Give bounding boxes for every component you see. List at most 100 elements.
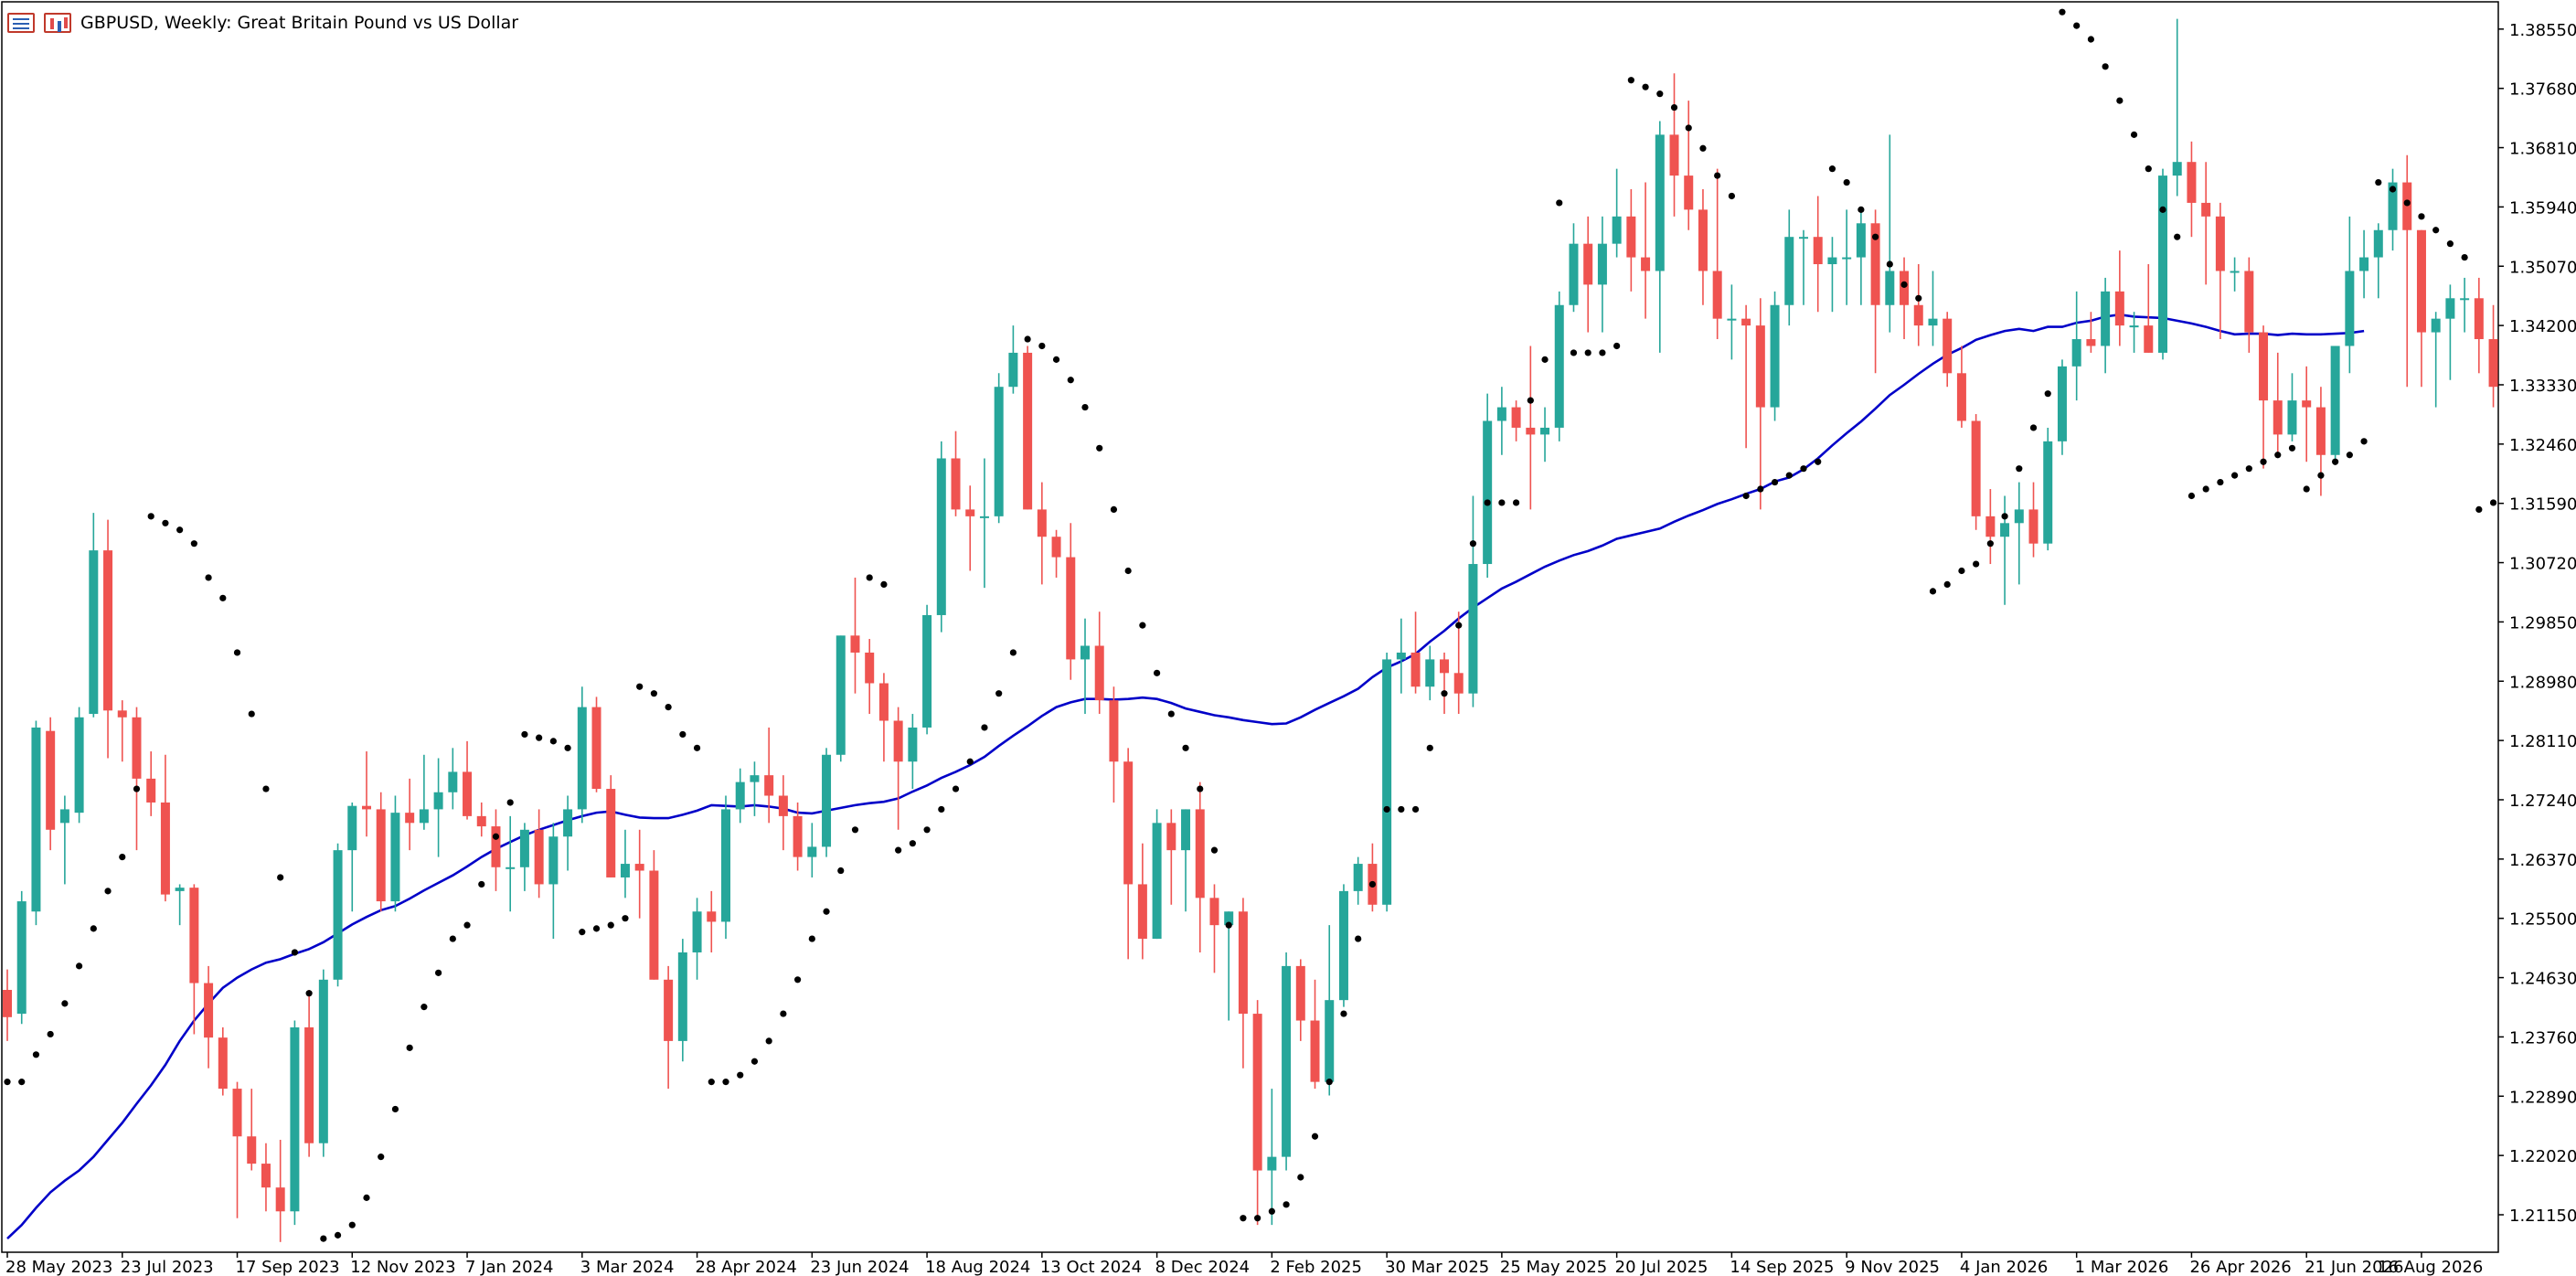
candle [1626, 189, 1636, 292]
candle [2488, 304, 2498, 408]
candle [1511, 400, 1521, 441]
candle-body [1985, 516, 1996, 537]
candle-body [778, 795, 788, 816]
candle [2373, 223, 2383, 299]
candle-body [591, 707, 601, 790]
sar-dot [808, 935, 815, 942]
candle [965, 485, 975, 571]
candle-body [405, 813, 415, 824]
sar-dot [1469, 540, 1477, 548]
sar-dot [1240, 1215, 1247, 1222]
candle-body [318, 979, 328, 1143]
candle [1410, 611, 1421, 694]
candle [318, 969, 328, 1157]
sar-dot [162, 519, 169, 526]
candle-body [1066, 557, 1076, 660]
sar-dot [1728, 192, 1735, 200]
candle-body [1741, 318, 1751, 326]
candle-body [2172, 162, 2182, 176]
sar-dot [837, 867, 845, 875]
sar-dot [2260, 458, 2267, 465]
sar-dot [679, 730, 687, 739]
candle [1741, 304, 1751, 449]
sar-dot [1210, 846, 1219, 854]
candle [793, 802, 803, 871]
candle-body [1310, 1020, 1320, 1082]
sar-dot [1642, 83, 1649, 90]
sar-dot [1915, 294, 1922, 302]
candle [519, 823, 529, 891]
candle-body [1496, 407, 1506, 421]
sar-dot [2001, 513, 2008, 520]
candle-body [146, 778, 156, 803]
sar-dot [995, 690, 1003, 697]
candle [405, 778, 415, 851]
candle [1152, 809, 1162, 940]
sar-dot [1254, 1215, 1261, 1222]
x-tick-label: 1 Mar 2026 [2075, 1258, 2169, 1276]
sar-dot [1024, 335, 1031, 343]
sar-dot [1311, 1132, 1319, 1140]
candle [1856, 209, 1866, 305]
candle [1080, 618, 1090, 715]
candle-body [247, 1136, 257, 1164]
trade-list-icon[interactable] [7, 13, 35, 33]
sar-dot [2332, 458, 2339, 465]
candle-body [965, 509, 975, 516]
candle [1440, 652, 1449, 715]
candle [664, 965, 674, 1090]
sar-dot [1513, 499, 1520, 506]
candle-body [1684, 175, 1694, 210]
candle-body [1554, 304, 1564, 428]
sar-dot [1225, 921, 1232, 929]
candle-body [1870, 223, 1880, 305]
y-tick-label: 1.23760 [2509, 1028, 2576, 1047]
candle [1267, 1089, 1277, 1226]
sar-dot [880, 580, 888, 589]
candle [16, 890, 27, 1025]
candle [175, 884, 185, 926]
sar-dot [348, 1221, 356, 1228]
sar-dot [2116, 97, 2124, 104]
candle-body [2445, 298, 2455, 319]
sar-dot [1872, 233, 1879, 240]
sar-dot [291, 949, 298, 956]
y-tick-label: 1.26370 [2509, 851, 2576, 870]
candle-body [1209, 898, 1219, 926]
candle-body [534, 829, 544, 885]
candle-body [649, 870, 659, 980]
sar-dot [248, 710, 255, 718]
candle [2114, 250, 2124, 346]
sar-dot [750, 1058, 759, 1065]
candle-body [1152, 823, 1162, 940]
candle-body [1453, 673, 1464, 694]
sar-dot [1800, 465, 1807, 473]
candle [1166, 809, 1176, 905]
candle-body [2101, 291, 2111, 346]
candle-body [1037, 509, 1047, 537]
sar-dot [1973, 560, 1980, 568]
candle-body [893, 720, 903, 762]
candle [2445, 284, 2455, 380]
candle-body [1483, 420, 1493, 565]
candle-body [1956, 373, 1966, 421]
candle [548, 823, 559, 940]
sar-dot [2288, 444, 2296, 452]
candle-body [1396, 652, 1406, 660]
candle [2388, 168, 2398, 251]
candle-body [2373, 229, 2383, 258]
chart-bars-icon[interactable] [44, 13, 71, 33]
candle [577, 686, 587, 824]
candle-body [1856, 223, 1866, 258]
sar-dot [1613, 342, 1621, 350]
candle-body [2488, 339, 2498, 388]
sar-dot [938, 805, 945, 813]
candle [677, 939, 687, 1062]
candle [419, 754, 429, 830]
candle-body [836, 635, 846, 755]
candle [2071, 291, 2081, 401]
candle-body [1425, 659, 1435, 687]
y-tick-label: 1.21150 [2509, 1207, 2576, 1226]
sar-dot [435, 969, 442, 976]
